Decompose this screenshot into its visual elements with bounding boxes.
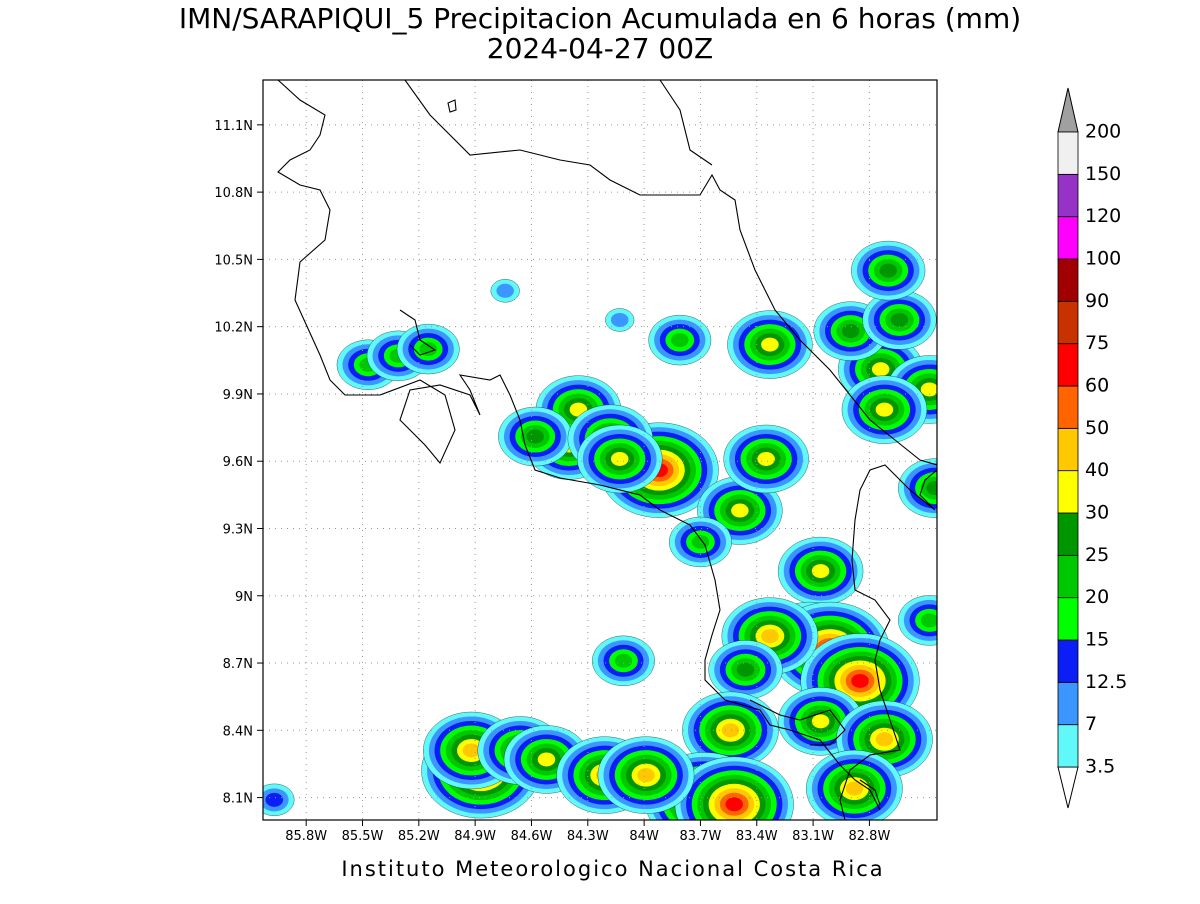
rain-contour	[610, 312, 629, 327]
colorbar-box	[1057, 131, 1079, 175]
rain-contour	[419, 342, 437, 357]
colorbar-label: 15	[1085, 629, 1109, 651]
colorbar-box	[1057, 343, 1079, 387]
rain-contour	[761, 337, 779, 352]
x-tick-label: 84W	[629, 829, 659, 844]
footer: Instituto Meteorologico Nacional Costa R…	[341, 857, 884, 881]
rain-contour	[841, 324, 860, 339]
rain-contour	[725, 797, 743, 812]
rain-contour	[757, 451, 775, 466]
rain-contour	[614, 653, 633, 668]
x-tick-label: 85.5W	[342, 829, 384, 844]
y-tick-label: 11.1N	[214, 119, 253, 134]
colorbar-label: 12.5	[1085, 671, 1127, 693]
y-tick-label: 10.5N	[214, 253, 253, 268]
colorbar-box	[1057, 681, 1079, 726]
colorbar-label: 30	[1085, 502, 1109, 524]
colorbar-box	[1057, 724, 1079, 768]
rain-contour	[721, 723, 740, 738]
x-tick-label: 82.8W	[849, 829, 891, 844]
colorbar-label: 3.5	[1085, 756, 1115, 778]
rain-contour	[537, 752, 556, 767]
y-tick-label: 9.6N	[223, 455, 253, 470]
rain-contour	[920, 613, 937, 628]
colorbar-label: 40	[1085, 459, 1109, 481]
colorbar-box	[1057, 470, 1079, 514]
rain-contour	[879, 263, 897, 278]
y-tick-label: 10.2N	[214, 321, 253, 336]
rain-contour	[875, 732, 894, 747]
rain-contour	[890, 312, 909, 327]
rain-contour	[736, 662, 755, 677]
colorbar-label: 25	[1085, 544, 1109, 566]
rain-contour	[731, 503, 749, 518]
y-tick-label: 10.8N	[214, 186, 253, 201]
x-tick-label: 83.7W	[680, 829, 722, 844]
colorbar-label: 75	[1085, 332, 1109, 354]
colorbar-label: 50	[1085, 417, 1109, 439]
colorbar-box	[1057, 597, 1079, 641]
colorbar-box	[1057, 258, 1079, 302]
colorbar-label: 120	[1085, 205, 1121, 227]
x-tick-label: 84.3W	[567, 829, 609, 844]
rain-contour	[761, 629, 779, 644]
rain-contour	[920, 382, 937, 397]
rain-contour	[851, 673, 869, 688]
colorbar-box	[1057, 554, 1079, 599]
rain-contour	[462, 743, 481, 758]
rain-contour	[610, 451, 629, 466]
colorbar-box	[1057, 300, 1079, 345]
rain-contour	[496, 283, 514, 298]
rain-contour	[526, 429, 544, 444]
colorbar-box	[1057, 512, 1079, 556]
x-tick-label: 83.1W	[792, 829, 834, 844]
map-frame	[262, 79, 938, 821]
rain-contour	[265, 792, 284, 807]
y-tick-label: 8.1N	[223, 792, 253, 807]
subtitle: 2024-04-27 00Z	[487, 32, 713, 65]
colorbar-box	[1057, 427, 1079, 472]
title: IMN/SARAPIQUI_5 Precipitacion Acumulada …	[179, 2, 1021, 35]
rain-contour	[926, 481, 937, 496]
y-tick-label: 9.3N	[223, 522, 253, 537]
y-tick-label: 8.7N	[223, 657, 253, 672]
rain-contour	[811, 714, 830, 729]
colorbar-label: 20	[1085, 586, 1109, 608]
rain-contour	[811, 564, 830, 579]
x-tick-label: 85.2W	[398, 829, 440, 844]
colorbar-label: 7	[1085, 713, 1097, 735]
colorbar-label: 60	[1085, 375, 1109, 397]
rain-contour	[845, 781, 864, 796]
rain-contour	[871, 362, 890, 377]
colorbar-label: 90	[1085, 290, 1109, 312]
colorbar-box	[1057, 216, 1079, 260]
graticule: 85.8W 85.5W 85.2W 84.9W 84.6W 84.3W 84W 83.7W 83…	[214, 80, 937, 844]
x-tick-label: 85.8W	[285, 829, 327, 844]
x-tick-label: 84.6W	[511, 829, 553, 844]
precipitation-field	[263, 240, 937, 820]
rain-contour	[875, 402, 894, 417]
colorbar-box	[1057, 173, 1079, 218]
colorbar: 3.5 7 12.5 15 20 25 30 40 50 60 75 90 100 120 150 200	[1057, 87, 1127, 809]
y-tick-label: 8.4N	[223, 724, 253, 739]
colorbar-under	[1057, 766, 1079, 809]
colorbar-over	[1057, 87, 1079, 133]
colorbar-label: 100	[1085, 248, 1121, 270]
y-tick-label: 9.9N	[223, 388, 253, 403]
colorbar-label: 150	[1085, 163, 1121, 185]
colorbar-box	[1057, 385, 1079, 429]
coastlines	[277, 80, 937, 820]
x-tick-label: 83.4W	[736, 829, 778, 844]
rain-contour	[671, 333, 689, 348]
y-tick-label: 9N	[235, 590, 253, 605]
colorbar-label: 200	[1085, 121, 1121, 143]
rain-contour	[637, 768, 655, 783]
colorbar-box	[1057, 639, 1079, 683]
rain-contour	[691, 534, 710, 549]
x-tick-label: 84.9W	[454, 829, 496, 844]
